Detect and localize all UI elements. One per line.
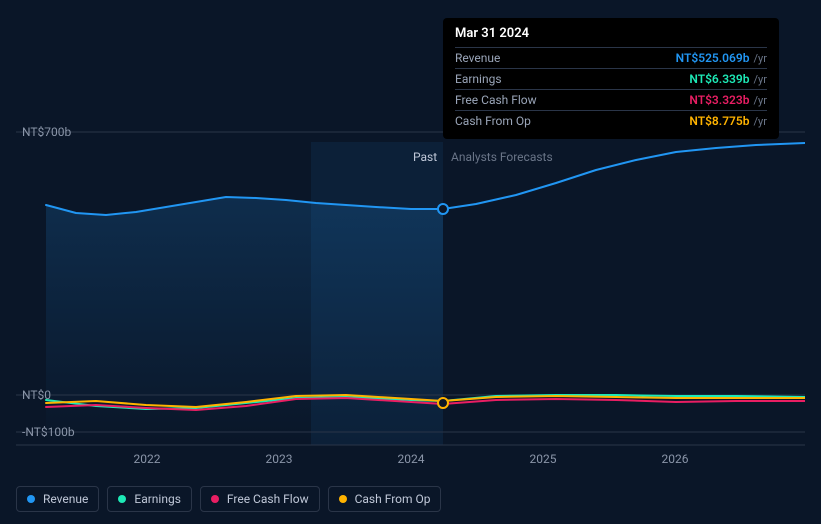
legend-dot-icon xyxy=(211,495,219,503)
legend-item-free_cash_flow[interactable]: Free Cash Flow xyxy=(200,486,320,512)
chart-tooltip: Mar 31 2024 Revenue NT$525.069b/yr Earning… xyxy=(443,18,779,139)
tooltip-row: Free Cash Flow NT$3.323b/yr xyxy=(455,89,767,110)
tooltip-row-suffix: /yr xyxy=(754,115,767,128)
tooltip-row-label: Earnings xyxy=(455,72,502,86)
tooltip-row: Earnings NT$6.339b/yr xyxy=(455,68,767,89)
cash_from_op-marker xyxy=(438,398,448,408)
y-axis-label: -NT$100b xyxy=(22,425,75,439)
tooltip-row-label: Cash From Op xyxy=(455,114,531,128)
x-axis-label: 2026 xyxy=(662,452,689,466)
tooltip-row-value: NT$8.775b/yr xyxy=(689,114,767,128)
y-axis-label: NT$0 xyxy=(22,388,51,402)
past-label: Past xyxy=(413,150,437,164)
tooltip-row-value: NT$3.323b/yr xyxy=(689,93,767,107)
revenue-area xyxy=(46,197,443,445)
legend-item-label: Free Cash Flow xyxy=(227,492,309,506)
tooltip-row-value: NT$6.339b/yr xyxy=(689,72,767,86)
tooltip-title: Mar 31 2024 xyxy=(455,26,767,47)
x-axis-label: 2025 xyxy=(530,452,557,466)
forecast-label: Analysts Forecasts xyxy=(451,150,553,164)
x-axis-label: 2024 xyxy=(398,452,425,466)
legend-dot-icon xyxy=(339,495,347,503)
legend-item-cash_from_op[interactable]: Cash From Op xyxy=(328,486,442,512)
tooltip-row: Revenue NT$525.069b/yr xyxy=(455,47,767,68)
y-axis-label: NT$700b xyxy=(22,125,71,139)
legend-item-label: Revenue xyxy=(43,492,88,506)
x-axis-label: 2023 xyxy=(266,452,293,466)
legend-dot-icon xyxy=(118,495,126,503)
tooltip-row-label: Revenue xyxy=(455,51,500,65)
revenue-marker xyxy=(438,204,448,214)
tooltip-row-label: Free Cash Flow xyxy=(455,93,537,107)
tooltip-row: Cash From Op NT$8.775b/yr xyxy=(455,110,767,131)
tooltip-row-suffix: /yr xyxy=(754,52,767,65)
chart-legend: Revenue Earnings Free Cash Flow Cash From O… xyxy=(16,486,441,512)
legend-item-label: Cash From Op xyxy=(355,492,431,506)
legend-dot-icon xyxy=(27,495,35,503)
tooltip-row-value: NT$525.069b/yr xyxy=(676,51,767,65)
legend-item-earnings[interactable]: Earnings xyxy=(107,486,192,512)
tooltip-row-suffix: /yr xyxy=(754,73,767,86)
tooltip-row-suffix: /yr xyxy=(754,94,767,107)
legend-item-revenue[interactable]: Revenue xyxy=(16,486,99,512)
legend-item-label: Earnings xyxy=(134,492,181,506)
x-axis-label: 2022 xyxy=(134,452,161,466)
